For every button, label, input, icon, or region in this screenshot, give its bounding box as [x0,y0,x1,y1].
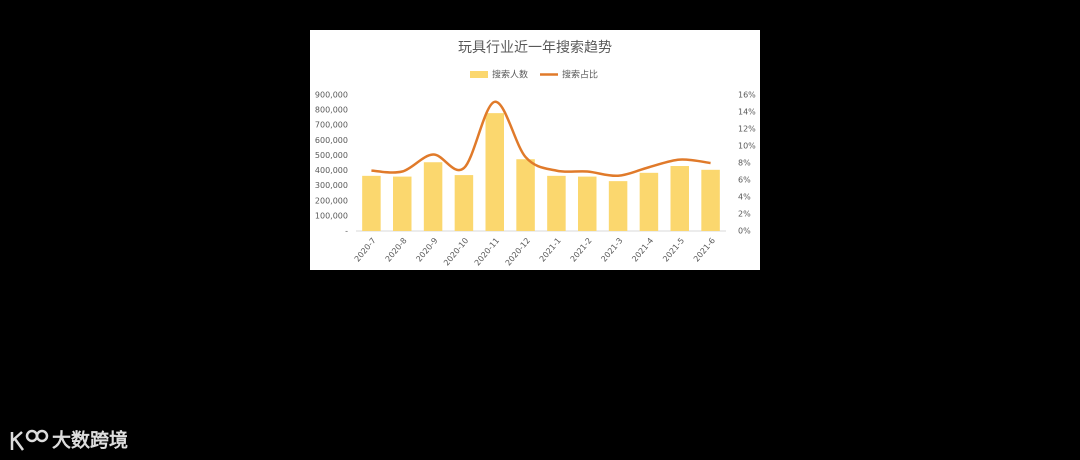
bar [423,162,443,231]
y-tick-label: 400,000 [315,166,348,175]
watermark: 大数跨境 [52,429,128,452]
bar [547,175,566,231]
y-tick-label: 600,000 [315,136,348,145]
y-tick-label: 500,000 [315,151,348,160]
y-tick-label: 100,000 [315,211,348,220]
y2-tick-label: 10% [738,142,756,151]
bar [393,176,412,231]
chart-title: 玩具行业近一年搜索趋势 [458,39,612,56]
bar [670,166,689,231]
y-tick-label: 800,000 [315,106,348,115]
bar [454,175,474,231]
y2-tick-label: 14% [738,108,756,117]
y2-tick-label: 16% [738,91,756,100]
y-tick-label: 300,000 [315,181,348,190]
y-tick-label: 200,000 [315,196,348,205]
bar [362,175,381,231]
watermark-logo [10,429,49,451]
legend-label: 搜索人数 [492,69,528,81]
y-tick-label: 700,000 [315,121,348,130]
legend-label: 搜索占比 [562,69,598,81]
y2-tick-label: 8% [738,159,751,168]
bar [701,169,720,231]
y-tick-label: - [345,227,348,236]
bar [578,176,597,231]
y2-tick-label: 2% [738,210,751,219]
y2-tick-label: 0% [738,227,751,236]
y2-tick-label: 6% [738,176,751,185]
bar [485,113,504,231]
bar [639,172,659,231]
y2-tick-label: 12% [738,125,756,134]
line [371,100,711,178]
bar [608,181,628,231]
y-tick-label: 900,000 [315,91,348,100]
chart-background [310,30,760,270]
y2-tick-label: 4% [738,193,751,202]
bar [516,159,535,231]
legend-swatch [470,71,488,78]
